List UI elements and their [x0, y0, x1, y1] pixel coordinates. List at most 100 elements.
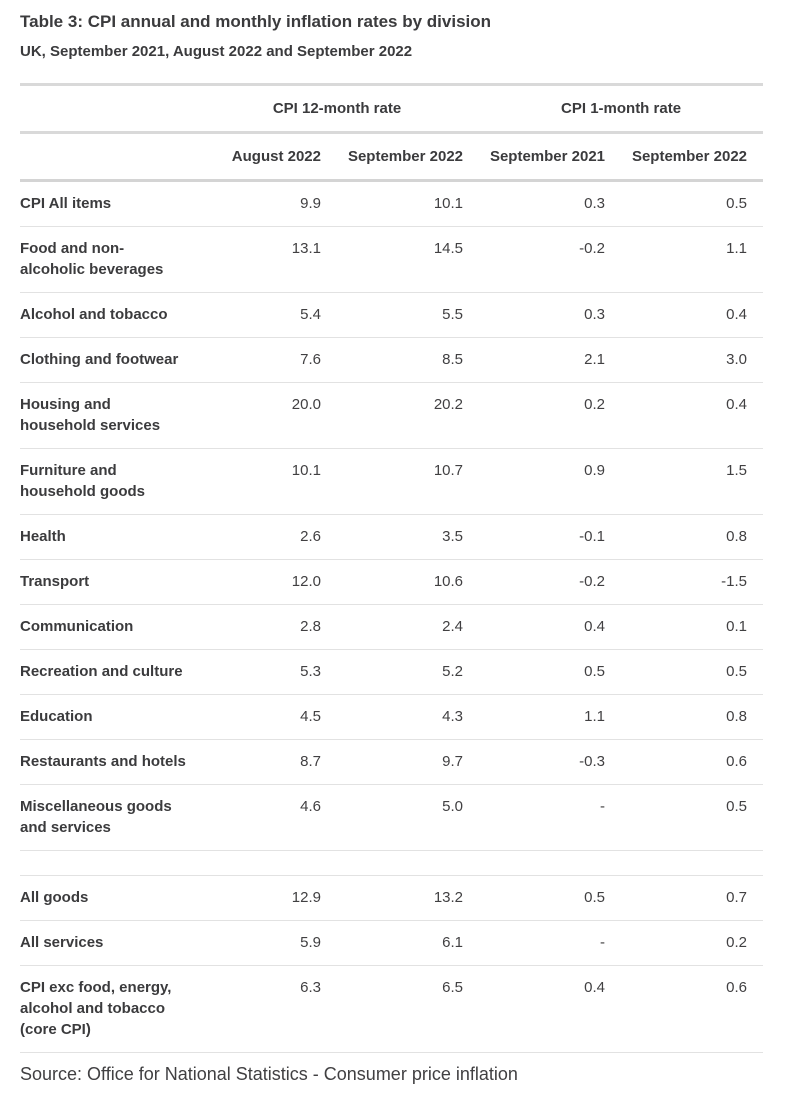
cell-value: 7.6	[195, 337, 337, 383]
cell-value: 2.1	[479, 337, 622, 383]
cell-value: 3.5	[337, 514, 480, 560]
cell-value: 0.6	[621, 965, 764, 1053]
cell-value: -0.1	[479, 514, 622, 560]
cell-value: 9.7	[337, 739, 480, 785]
cell-value: 20.2	[337, 382, 480, 449]
table-row: Food and non-alcoholic beverages 13.1 14.5…	[20, 226, 764, 293]
cell-value: 0.3	[479, 292, 622, 338]
cell-value: 14.5	[337, 226, 480, 293]
cell-value: 0.2	[479, 382, 622, 449]
cell-value: 0.6	[621, 739, 764, 785]
cell-value: 0.2	[621, 920, 764, 966]
table-row: Transport 12.0 10.6 -0.2 -1.5	[20, 559, 764, 605]
spacer-row	[20, 850, 764, 876]
table-row: Restaurants and hotels 8.7 9.7 -0.3 0.6	[20, 739, 764, 785]
row-label: CPI All items	[20, 180, 195, 227]
table-title: Table 3: CPI annual and monthly inflatio…	[20, 12, 492, 31]
row-label: Restaurants and hotels	[20, 739, 195, 785]
table-row: CPI exc food, energy, alcohol and tobacc…	[20, 965, 764, 1053]
row-label: Transport	[20, 559, 195, 605]
cpi-inflation-table: CPI 12-month rate CPI 1-month rate Augus…	[20, 82, 764, 1053]
table-row: Recreation and culture 5.3 5.2 0.5 0.5	[20, 649, 764, 695]
table-row: Education 4.5 4.3 1.1 0.8	[20, 694, 764, 740]
cell-value: 6.5	[337, 965, 480, 1053]
row-label: Health	[20, 514, 195, 560]
cell-value: 6.1	[337, 920, 480, 966]
table-row: All services 5.9 6.1-0.2	[20, 920, 764, 966]
spacer-cell	[20, 850, 764, 876]
cell-value: 4.3	[337, 694, 480, 740]
cell-value: 5.3	[195, 649, 337, 695]
cell-value: 4.5	[195, 694, 337, 740]
row-label: Clothing and footwear	[20, 337, 195, 383]
cell-value: 12.9	[195, 875, 337, 921]
cell-value: -0.3	[479, 739, 622, 785]
cell-value: 9.9	[195, 180, 337, 227]
cell-value: 0.4	[479, 604, 622, 650]
cell-value: 0.5	[621, 649, 764, 695]
cell-value: 10.6	[337, 559, 480, 605]
cell-value: -	[479, 784, 622, 851]
cell-value: 13.1	[195, 226, 337, 293]
cell-value: 13.2	[337, 875, 480, 921]
cell-value: 0.5	[479, 649, 622, 695]
row-label: Communication	[20, 604, 195, 650]
cell-value: 20.0	[195, 382, 337, 449]
cell-value: 1.1	[621, 226, 764, 293]
group-header-12-month: CPI 12-month rate	[195, 84, 480, 134]
cell-value: 5.9	[195, 920, 337, 966]
table-row: CPI All items 9.9 10.1 0.3 0.5	[20, 180, 764, 227]
cell-value: 5.5	[337, 292, 480, 338]
group-header-1-month: CPI 1-month rate	[479, 84, 764, 134]
table-row: Communication 2.8 2.4 0.4 0.1	[20, 604, 764, 650]
row-label: All services	[20, 920, 195, 966]
row-label: Alcohol and tobacco	[20, 292, 195, 338]
column-header-row: August 2022 September 2022 September 202…	[20, 132, 764, 182]
cell-value: 3.0	[621, 337, 764, 383]
cell-value: 6.3	[195, 965, 337, 1053]
table-row: Alcohol and tobacco 5.4 5.5 0.3 0.4	[20, 292, 764, 338]
cell-value: 0.1	[621, 604, 764, 650]
cell-value: 10.1	[195, 448, 337, 515]
column-header-september-2022-annual: September 2022	[337, 132, 480, 182]
cell-value: 12.0	[195, 559, 337, 605]
cell-value: 0.3	[479, 180, 622, 227]
cell-value: 1.1	[479, 694, 622, 740]
cell-value: -	[479, 920, 622, 966]
cell-value: 2.8	[195, 604, 337, 650]
cell-value: 0.9	[479, 448, 622, 515]
column-header-september-2021: September 2021	[479, 132, 622, 182]
cell-value: 4.6	[195, 784, 337, 851]
cell-value: 5.0	[337, 784, 480, 851]
cell-value: 2.4	[337, 604, 480, 650]
cell-value: 0.8	[621, 694, 764, 740]
cell-value: 0.5	[621, 784, 764, 851]
row-label: Education	[20, 694, 195, 740]
cell-value: -1.5	[621, 559, 764, 605]
cell-value: 0.7	[621, 875, 764, 921]
cell-value: 2.6	[195, 514, 337, 560]
cell-value: 10.7	[337, 448, 480, 515]
group-header-empty-cell	[20, 84, 195, 134]
cell-value: 0.4	[621, 292, 764, 338]
row-label: Food and non-alcoholic beverages	[20, 226, 195, 293]
table-row: Miscellaneous goods and services 4.6 5.0-0…	[20, 784, 764, 851]
column-header-august-2022: August 2022	[195, 132, 337, 182]
column-header-september-2022-monthly: September 2022	[621, 132, 764, 182]
row-label: Recreation and culture	[20, 649, 195, 695]
row-label: CPI exc food, energy, alcohol and tobacc…	[20, 965, 195, 1053]
row-label: Housing and household services	[20, 382, 195, 449]
cell-value: -0.2	[479, 226, 622, 293]
table-row: Clothing and footwear 7.6 8.5 2.1 3.0	[20, 337, 764, 383]
cell-value: 0.5	[621, 180, 764, 227]
row-label: All goods	[20, 875, 195, 921]
cell-value: -0.2	[479, 559, 622, 605]
cell-value: 8.5	[337, 337, 480, 383]
table-row: Health 2.6 3.5 -0.1 0.8	[20, 514, 764, 560]
row-label: Furniture and household goods	[20, 448, 195, 515]
table-row: All goods 12.9 13.2 0.5 0.7	[20, 875, 764, 921]
row-label: Miscellaneous goods and services	[20, 784, 195, 851]
cell-value: 0.4	[621, 382, 764, 449]
source-note: Source: Office for National Statistics -…	[20, 1063, 518, 1084]
